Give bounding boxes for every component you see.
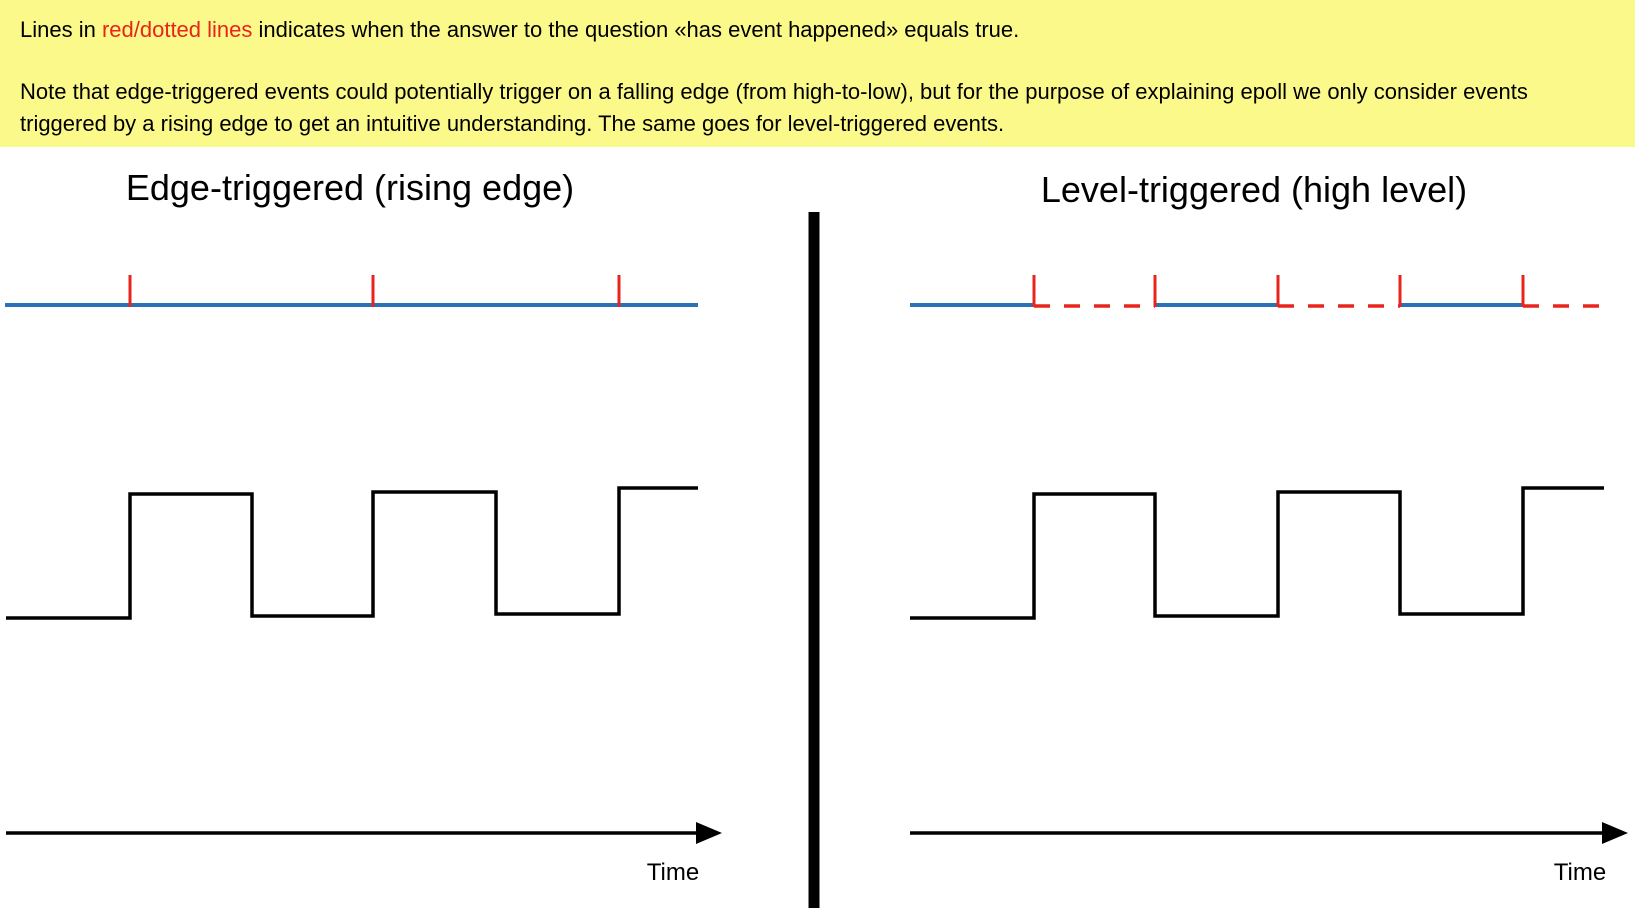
note-highlight-red: red/dotted lines: [101, 17, 253, 42]
level-signal-wave: [910, 486, 1604, 620]
explanation-note: Lines in red/dotted lines indicates when…: [0, 0, 1635, 147]
note-paragraph-2: Note that edge-triggered events could po…: [20, 79, 1528, 136]
edge-triggered-title: Edge-triggered (rising edge): [126, 167, 574, 208]
note-line-1-prefix: Lines in: [20, 17, 102, 42]
level-time-label: Time: [1554, 859, 1606, 886]
note-line-1: Lines in red/dotted lines indicates when…: [20, 14, 1615, 46]
edge-signal-wave: [6, 486, 698, 620]
edge-time-label: Time: [647, 859, 699, 886]
edge-time-axis-arrowhead: [696, 822, 722, 844]
level-triggered-title: Level-triggered (high level): [1041, 169, 1467, 210]
note-line-1-suffix: indicates when the answer to the questio…: [252, 17, 1020, 42]
level-time-axis-arrowhead: [1602, 822, 1628, 844]
